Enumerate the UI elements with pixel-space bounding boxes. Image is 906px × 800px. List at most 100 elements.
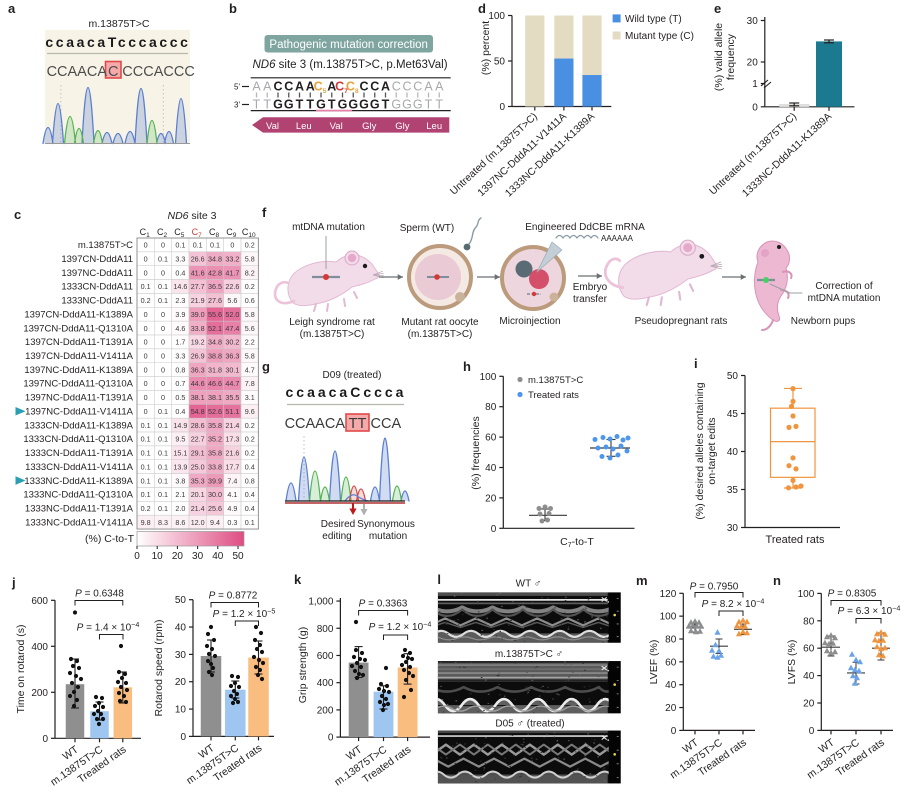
svg-text:20: 20 xyxy=(485,493,497,504)
svg-text:C9: C9 xyxy=(226,227,237,239)
svg-text:A: A xyxy=(252,80,261,94)
svg-text:l: l xyxy=(437,572,441,587)
svg-text:45: 45 xyxy=(727,409,739,420)
svg-text:1333CN-DddA11-T1391A: 1333CN-DddA11-T1391A xyxy=(25,448,134,459)
svg-text:1333CN-DddA11-Q1310A: 1333CN-DddA11-Q1310A xyxy=(23,434,133,445)
svg-text:d: d xyxy=(478,1,486,16)
svg-text:2.0: 2.0 xyxy=(175,504,185,513)
svg-text:m.13875T>C ♂: m.13875T>C ♂ xyxy=(495,649,563,660)
svg-text:j: j xyxy=(11,575,16,590)
svg-text:m.13875T>C: m.13875T>C xyxy=(78,240,133,251)
svg-text:mtDNA mutation: mtDNA mutation xyxy=(292,222,365,233)
svg-text:0: 0 xyxy=(752,102,758,113)
svg-text:0: 0 xyxy=(161,365,165,374)
svg-text:21.4: 21.4 xyxy=(225,421,239,430)
svg-text:0: 0 xyxy=(144,338,148,347)
svg-text:50: 50 xyxy=(727,371,739,382)
svg-text:f: f xyxy=(262,205,267,220)
svg-text:Leu: Leu xyxy=(296,121,312,132)
svg-text:0.1: 0.1 xyxy=(141,435,151,444)
svg-text:5.8: 5.8 xyxy=(245,254,255,263)
svg-text:ND6 site 3 (m.13875T>C, p.Met6: ND6 site 3 (m.13875T>C, p.Met63Val) xyxy=(252,59,447,71)
svg-text:0: 0 xyxy=(42,734,48,745)
svg-text:80: 80 xyxy=(803,616,815,627)
svg-text:D05 ♂ (treated): D05 ♂ (treated) xyxy=(495,719,564,730)
svg-text:1,000: 1,000 xyxy=(308,597,333,608)
svg-text:17.7: 17.7 xyxy=(225,462,239,471)
svg-text:G: G xyxy=(273,98,283,112)
svg-text:14.6: 14.6 xyxy=(173,282,187,291)
svg-text:0.1: 0.1 xyxy=(158,449,168,458)
svg-text:9.8: 9.8 xyxy=(141,518,151,527)
svg-text:on-target edits: on-target edits xyxy=(706,417,718,484)
svg-text:T: T xyxy=(382,98,390,112)
svg-text:T: T xyxy=(328,98,336,112)
svg-text:600: 600 xyxy=(31,596,48,607)
svg-text:20: 20 xyxy=(747,58,759,69)
svg-text:C7-to-T: C7-to-T xyxy=(560,536,594,549)
svg-text:G: G xyxy=(348,98,358,112)
svg-text:1397CN-DddA11-K1389A: 1397CN-DddA11-K1389A xyxy=(24,309,133,320)
svg-text:36.3: 36.3 xyxy=(225,352,239,361)
svg-text:P = 6.3 × 10−4: P = 6.3 × 10−4 xyxy=(838,604,901,618)
svg-text:G: G xyxy=(284,98,294,112)
svg-text:Microinjection: Microinjection xyxy=(499,316,560,327)
svg-text:P = 1.2 × 10−4: P = 1.2 × 10−4 xyxy=(369,620,432,634)
svg-text:1333CN-DddA11: 1333CN-DddA11 xyxy=(61,282,133,293)
svg-text:0.2: 0.2 xyxy=(245,449,255,458)
svg-text:0.1: 0.1 xyxy=(158,254,168,263)
svg-text:33.8: 33.8 xyxy=(191,324,205,333)
svg-text:0: 0 xyxy=(161,268,165,277)
svg-text:0.1: 0.1 xyxy=(158,421,168,430)
svg-text:A: A xyxy=(306,80,315,94)
svg-text:Desired: Desired xyxy=(321,519,355,530)
svg-text:39.0: 39.0 xyxy=(191,310,205,319)
svg-text:0: 0 xyxy=(671,726,677,737)
svg-text:0: 0 xyxy=(134,551,140,562)
svg-text:54.8: 54.8 xyxy=(191,407,205,416)
svg-text:80: 80 xyxy=(485,402,497,413)
svg-text:0: 0 xyxy=(144,365,148,374)
svg-text:1333NC-DddA11-K1389A: 1333NC-DddA11-K1389A xyxy=(24,476,133,487)
svg-text:60: 60 xyxy=(665,657,677,668)
svg-text:3.1: 3.1 xyxy=(245,393,255,402)
svg-text:n: n xyxy=(773,573,781,588)
svg-text:CCCACCC: CCCACCC xyxy=(122,64,195,80)
svg-text:30.2: 30.2 xyxy=(225,338,239,347)
svg-text:G: G xyxy=(370,98,380,112)
svg-text:3': 3' xyxy=(234,101,240,110)
svg-text:A: A xyxy=(435,80,444,94)
svg-text:b: b xyxy=(229,1,237,16)
svg-text:9.6: 9.6 xyxy=(245,407,255,416)
svg-text:1333NC-DddA11-V1411A: 1333NC-DddA11-V1411A xyxy=(25,517,134,528)
svg-text:G: G xyxy=(413,98,423,112)
svg-text:A: A xyxy=(295,80,304,94)
svg-text:38.8: 38.8 xyxy=(208,352,222,361)
svg-text:0.1: 0.1 xyxy=(141,421,151,430)
svg-text:1397NC-DddA11: 1397NC-DddA11 xyxy=(61,268,133,279)
svg-text:3.9: 3.9 xyxy=(175,310,185,319)
svg-text:0.4: 0.4 xyxy=(175,407,185,416)
svg-text:CCAACA: CCAACA xyxy=(285,416,346,432)
svg-text:0.1: 0.1 xyxy=(175,241,185,250)
svg-text:2.1: 2.1 xyxy=(175,490,185,499)
svg-text:C2: C2 xyxy=(157,227,168,239)
svg-text:13.9: 13.9 xyxy=(173,462,187,471)
svg-text:100: 100 xyxy=(660,612,677,623)
svg-text:22.7: 22.7 xyxy=(191,435,205,444)
svg-text:0: 0 xyxy=(161,379,165,388)
svg-text:0: 0 xyxy=(144,324,148,333)
svg-text:TT: TT xyxy=(349,416,367,432)
svg-text:(%) C-to-T: (%) C-to-T xyxy=(85,533,135,545)
svg-text:(%) percent: (%) percent xyxy=(480,21,492,75)
svg-text:Wild type (T): Wild type (T) xyxy=(625,14,682,25)
svg-text:0: 0 xyxy=(144,268,148,277)
svg-text:C: C xyxy=(413,80,422,94)
svg-text:(%) frequencies: (%) frequencies xyxy=(470,416,482,490)
svg-text:c: c xyxy=(14,207,21,222)
svg-text:T: T xyxy=(296,98,304,112)
svg-text:A: A xyxy=(381,80,390,94)
svg-text:10: 10 xyxy=(152,551,164,562)
svg-text:0.1: 0.1 xyxy=(141,490,151,499)
svg-text:100: 100 xyxy=(488,11,505,22)
